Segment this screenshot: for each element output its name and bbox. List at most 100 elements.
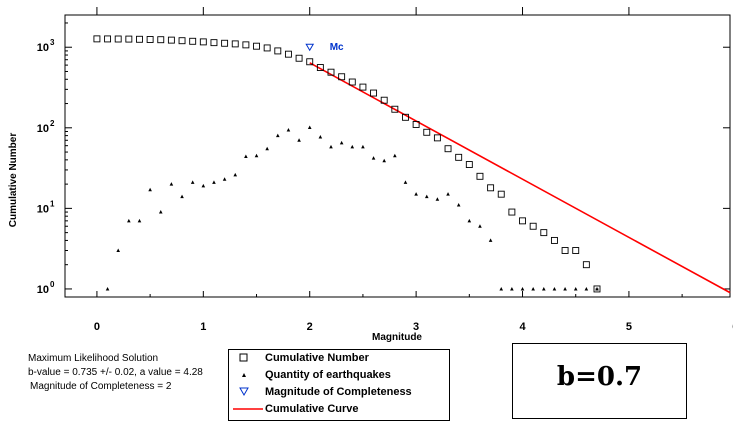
quantity-point [478,224,482,228]
cumulative-number-point [178,37,186,45]
quantity-point [393,153,397,158]
cumulative-number-point [370,89,378,97]
cumulative-number-point [242,41,250,49]
cumulative-number-point [572,247,580,254]
quantity-point [137,218,142,223]
quantity-point [435,197,440,201]
quantity-point [233,172,238,177]
quantity-point [265,146,269,151]
quantity-point [329,144,333,149]
cumulative-number-point [402,113,409,121]
cumulative-number-point [487,184,495,192]
quantity-point [127,218,131,223]
legend-label: Cumulative Curve [265,403,359,415]
x-tick-label: 4 [519,321,526,333]
quantity-layer [105,125,599,291]
cumulative-number-point [263,44,271,52]
cumulative-number-point [444,145,452,153]
quantity-point [116,248,120,253]
small-triangle-icon [242,373,246,377]
quantity-point [180,194,184,199]
quantity-point [403,180,408,184]
cumulative-number-layer [93,35,601,293]
cumulative-number-point [412,121,420,128]
quantity-point [510,286,514,291]
cumulative-curve-line [309,62,731,294]
quantity-point [573,286,578,291]
quantity-point [446,192,450,196]
cumulative-number-point [529,222,537,230]
cumulative-number-point [593,285,601,293]
stats-values: b-value = 0.735 +/- 0.02, a value = 4.28 [28,367,203,378]
quantity-point [244,154,248,159]
quantity-point [520,286,525,291]
quantity-point [297,138,301,142]
cumulative-number-point [316,64,324,71]
cumulative-number-point [391,105,399,113]
cumulative-number-point [231,40,239,48]
cumulative-number-point [253,42,260,50]
quantity-point [531,286,535,291]
x-tick-label: 1 [200,321,206,333]
cumulative-number-point [114,35,122,43]
quantity-point [467,218,472,223]
legend-label: Magnitude of Completeness [265,386,412,398]
mc-annotation: Mc [330,42,344,53]
x-tick-label: 5 [626,321,632,333]
y-tick-label: 10 [37,284,49,296]
cumulative-number-point [519,217,526,225]
cumulative-number-point [338,73,346,81]
y-tick-label: 10 [37,42,49,54]
x-tick-label: 0 [94,321,100,333]
quantity-point [542,286,546,291]
quantity-point [552,286,557,291]
x-tick-label: 2 [307,321,313,333]
legend: Cumulative Number Quantity of earthquake… [228,349,450,421]
quantity-point [414,192,418,196]
legend-label: Cumulative Number [265,352,369,364]
magnitude-of-completeness-layer: Mc [305,42,344,53]
cumulative-curve-layer [309,62,731,294]
cumulative-number-point [284,50,292,58]
cumulative-number-point [561,247,569,254]
cumulative-number-point [348,78,356,86]
stats-title: Maximum Likelihood Solution [28,353,159,364]
triangle-down-icon [239,387,249,397]
cumulative-number-point [295,54,303,62]
cumulative-number-point [274,47,282,55]
cumulative-number-point [359,83,367,91]
stats-mc: Magnitude of Completeness = 2 [30,381,172,392]
cumulative-number-point [433,134,441,142]
quantity-point [201,183,206,188]
cumulative-number-point [210,39,218,47]
quantity-point [286,127,291,132]
red-line-icon [233,408,263,410]
b-value-box: b=0.7 [512,343,687,419]
axis-ticks [65,7,730,297]
quantity-point [456,203,461,207]
quantity-point [339,140,344,145]
y-tick-label: 10 [37,123,49,135]
quantity-point [158,210,163,214]
quantity-point [307,125,312,129]
quantity-point [563,286,567,291]
cumulative-number-point [221,39,229,47]
cumulative-number-point [167,36,175,44]
y-tick-exponent: 1 [50,199,55,208]
cumulative-number-point [104,35,112,43]
quantity-point [190,180,195,184]
cumulative-number-point [582,261,590,269]
legend-item-quantity: Quantity of earthquakes [229,368,449,382]
quantity-point [222,177,227,181]
quantity-point [361,144,365,149]
quantity-point [254,153,259,158]
cumulative-number-point [327,68,335,76]
quantity-point [350,144,355,149]
quantity-point [382,158,386,163]
x-tick-label: 3 [413,321,419,333]
x-axis-label: Magnitude [372,332,422,343]
cumulative-number-point [423,128,431,136]
cumulative-number-point [306,58,314,66]
